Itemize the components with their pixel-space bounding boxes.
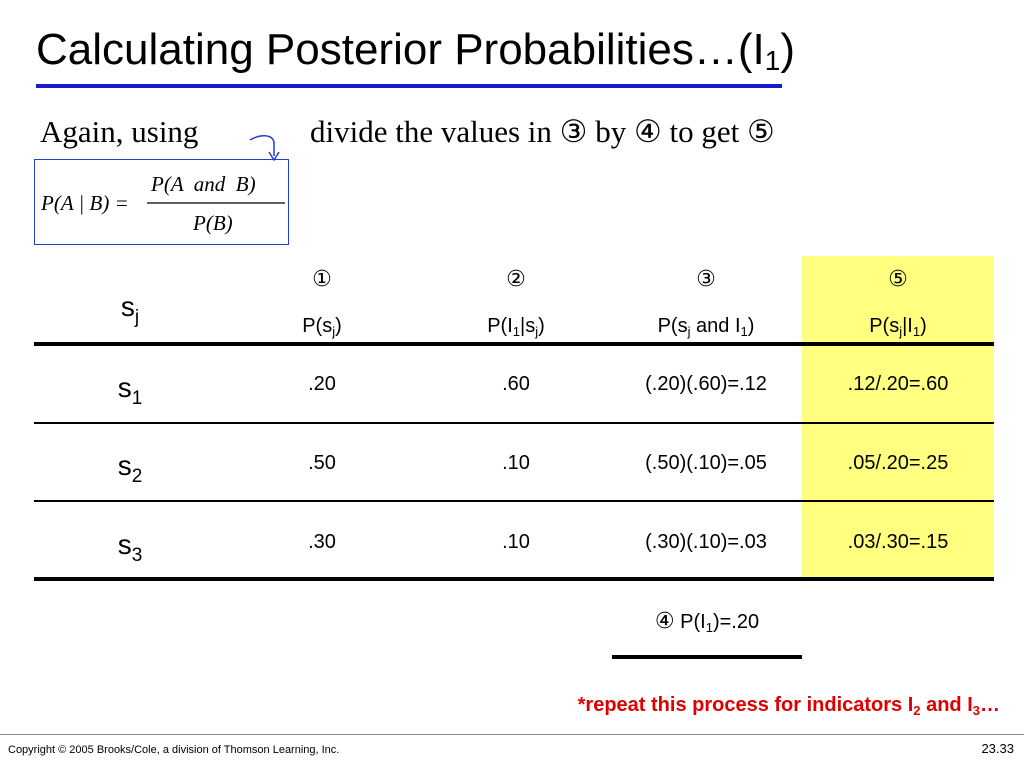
row-divider	[34, 422, 994, 424]
row1-joint: (.20)(.60)=.12	[645, 373, 767, 395]
formula-numerator: P(A and B)	[150, 172, 256, 196]
row2-joint: (.50)(.10)=.05	[645, 452, 767, 474]
row1-likelihood: .60	[502, 373, 530, 395]
footer-copyright: Copyright © 2005 Brooks/Cole, a division…	[8, 744, 340, 756]
row1-prior: .20	[308, 373, 336, 395]
header-col1-label: P(sj)	[302, 315, 342, 339]
header-col3-label: P(sj and I1)	[657, 315, 755, 339]
header-col5-mark: ⑤	[888, 267, 908, 292]
intro-text-left: Again, using	[40, 114, 199, 149]
footer-divider	[0, 734, 1024, 735]
formula-denominator: P(B)	[192, 211, 233, 235]
table-bottom-rule	[34, 577, 994, 581]
repeat-note: *repeat this process for indicators I2 a…	[577, 694, 1000, 718]
row3-posterior: .03/.30=.15	[847, 531, 949, 553]
row2-posterior: .05/.20=.25	[847, 452, 949, 474]
row3-joint: (.30)(.10)=.03	[645, 531, 767, 553]
formula-lhs: P(A | B) =	[40, 191, 129, 215]
slide-title: Calculating Posterior Probabilities…(I1)	[36, 25, 795, 76]
marginal-probability: ④ P(I1)=.20	[654, 609, 760, 635]
header-sj: sj	[120, 291, 140, 328]
row3-prior: .30	[308, 531, 336, 553]
header-col5-label: P(sj|I1)	[869, 315, 927, 339]
row-divider	[34, 500, 994, 502]
row-state-s2: s2	[117, 450, 143, 487]
header-col2-label: P(I1|sj)	[487, 315, 545, 339]
row-state-s1: s1	[117, 372, 143, 409]
header-rule	[34, 342, 994, 346]
row1-posterior: .12/.20=.60	[847, 373, 949, 395]
header-col2-mark: ②	[506, 267, 526, 292]
bayes-formula-box: P(A | B) = P(A and B) P(B)	[34, 159, 289, 245]
row2-prior: .50	[308, 452, 336, 474]
title-underline	[36, 84, 782, 88]
header-col1-mark: ①	[312, 267, 332, 292]
row-state-s3: s3	[117, 529, 143, 566]
slide-number: 23.33	[981, 741, 1014, 756]
posterior-column-highlight	[802, 256, 994, 578]
intro-text-right: divide the values in ③ by ④ to get ⑤	[310, 114, 775, 149]
marginal-underline	[612, 655, 802, 659]
curved-arrow-icon	[249, 135, 280, 162]
row2-likelihood: .10	[502, 452, 530, 474]
row3-likelihood: .10	[502, 531, 530, 553]
header-col3-mark: ③	[696, 267, 716, 292]
